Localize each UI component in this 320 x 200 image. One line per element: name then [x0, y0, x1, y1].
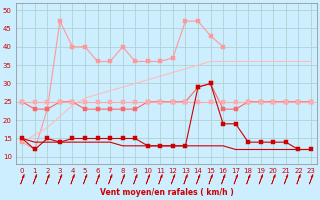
X-axis label: Vent moyen/en rafales ( km/h ): Vent moyen/en rafales ( km/h ) [100, 188, 234, 197]
